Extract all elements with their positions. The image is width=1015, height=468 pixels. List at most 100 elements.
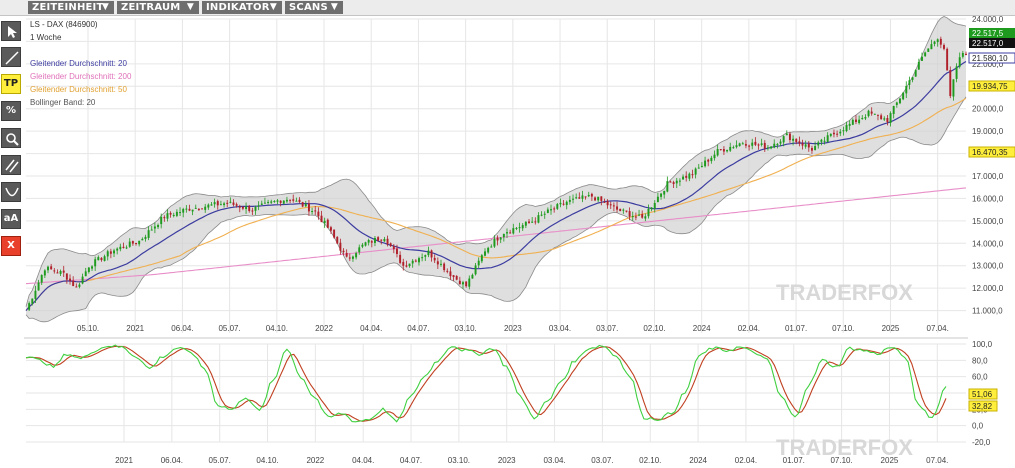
price-tick-label: 22.000,0 bbox=[972, 60, 1004, 69]
candle-body bbox=[562, 203, 565, 205]
candle-body bbox=[263, 202, 266, 204]
ma50-line bbox=[25, 97, 967, 311]
candle-body bbox=[317, 211, 320, 217]
menu-zeitraum[interactable]: ZEITRAUM ▼ bbox=[117, 1, 199, 14]
candle-body bbox=[729, 146, 732, 151]
candle-body bbox=[886, 117, 889, 123]
candle-body bbox=[851, 119, 854, 125]
time-tick-label: 02.10. bbox=[643, 324, 665, 333]
curve-tool-button[interactable] bbox=[1, 182, 21, 202]
line-tool-button[interactable] bbox=[1, 47, 21, 67]
candle-body bbox=[342, 250, 345, 253]
stoch-d-tag-bg bbox=[968, 400, 998, 412]
ma50-tag: 19.934,75 bbox=[972, 82, 1008, 91]
price-tick-label: 11.000,0 bbox=[972, 307, 1003, 316]
candle-body bbox=[69, 278, 71, 281]
legend-ma20[interactable]: Gleitender Durchschnitt: 20 bbox=[30, 59, 127, 68]
stoch-tick-label: -20,0 bbox=[972, 438, 991, 447]
candle-body bbox=[924, 52, 927, 57]
candle-body bbox=[201, 208, 204, 210]
time-tick-label: 06.04. bbox=[171, 324, 193, 333]
candle-body bbox=[182, 208, 185, 213]
candle-body bbox=[965, 53, 967, 56]
candle-body bbox=[323, 220, 326, 224]
candle-body bbox=[455, 275, 458, 280]
candle-body bbox=[682, 176, 685, 180]
candle-body bbox=[603, 201, 606, 203]
candle-body bbox=[285, 199, 288, 202]
candle-body bbox=[103, 256, 106, 261]
time-axis: 05.10. 2021 06.04. 05.07. 04.10. 2022 04.04. 04… bbox=[77, 324, 949, 333]
candle-body bbox=[169, 212, 172, 215]
candle-body bbox=[634, 216, 637, 218]
candle-body bbox=[418, 258, 420, 263]
candle-body bbox=[930, 44, 933, 50]
percent-tool-button[interactable]: % bbox=[1, 101, 21, 121]
candle-body bbox=[207, 204, 210, 208]
candle-body bbox=[612, 205, 615, 207]
candle-body bbox=[719, 149, 722, 151]
candle-body bbox=[408, 263, 411, 267]
legend-ma50[interactable]: Gleitender Durchschnitt: 50 bbox=[30, 85, 127, 94]
top-menu-bar: ZEITEINHEIT ▼ ZEITRAUM ▼ INDIKATOR ▼ SCANS ▼ bbox=[0, 0, 1015, 16]
candle-body bbox=[40, 275, 43, 283]
tp-tool-button[interactable]: TP bbox=[1, 74, 21, 94]
high-tag-bg bbox=[969, 28, 1015, 38]
candle-body bbox=[43, 270, 46, 276]
candle-body bbox=[757, 144, 760, 146]
price-tick-label: 13.000,0 bbox=[972, 262, 1004, 271]
time-tick-label: 04.04. bbox=[360, 324, 382, 333]
text-tool-button[interactable]: aA bbox=[1, 209, 21, 229]
candle-body bbox=[575, 197, 578, 199]
chevron-down-icon: ▼ bbox=[330, 2, 338, 12]
candle-body bbox=[28, 303, 31, 310]
candle-body bbox=[628, 211, 631, 217]
time-tick-label: 2024 bbox=[693, 324, 711, 333]
candle-body bbox=[241, 206, 244, 209]
delete-tool-button[interactable]: X bbox=[1, 236, 21, 256]
candle-body bbox=[367, 240, 370, 243]
parallel-lines-tool-button[interactable] bbox=[1, 155, 21, 175]
time-tick-label: 04.10. bbox=[266, 324, 288, 333]
candle-body bbox=[276, 200, 279, 202]
candle-body bbox=[289, 199, 292, 201]
stoch-tick-label: 80,0 bbox=[972, 356, 988, 365]
parallel-lines-icon bbox=[5, 159, 19, 173]
drawing-toolbar: TP % aA X bbox=[0, 18, 22, 263]
time-tick-label: 01.07. bbox=[785, 324, 807, 333]
zoom-tool-button[interactable] bbox=[1, 128, 21, 148]
candle-body bbox=[663, 190, 666, 195]
candle-body bbox=[87, 267, 90, 272]
menu-zeiteinheit[interactable]: ZEITEINHEIT ▼ bbox=[28, 1, 114, 14]
candle-body bbox=[50, 266, 53, 270]
candle-body bbox=[829, 133, 832, 136]
legend-bollinger[interactable]: Bollinger Band: 20 bbox=[30, 98, 96, 107]
candle-body bbox=[204, 206, 207, 210]
candle-body bbox=[587, 194, 590, 197]
legend-timeframe: 1 Woche bbox=[30, 33, 62, 42]
legend-ma200[interactable]: Gleitender Durchschnitt: 200 bbox=[30, 72, 132, 81]
stochastic-k-line bbox=[25, 344, 947, 423]
candle-body bbox=[238, 206, 241, 208]
candle-body bbox=[704, 160, 707, 167]
candle-body bbox=[584, 196, 587, 198]
candle-body bbox=[147, 230, 150, 238]
candle-body bbox=[867, 110, 870, 117]
candle-body bbox=[301, 202, 304, 207]
candle-body bbox=[509, 232, 512, 234]
cursor-tool-button[interactable] bbox=[1, 21, 21, 41]
candle-body bbox=[414, 260, 417, 262]
time-tick-label: 04.07. bbox=[407, 324, 429, 333]
candle-body bbox=[864, 117, 867, 119]
menu-scans[interactable]: SCANS ▼ bbox=[285, 1, 343, 14]
stoch-time-tick-label: 07.04. bbox=[926, 456, 948, 465]
candle-body bbox=[477, 260, 480, 266]
stoch-time-tick-label: 06.04. bbox=[161, 456, 183, 465]
candle-body bbox=[722, 149, 725, 152]
candle-body bbox=[34, 290, 37, 299]
candle-body bbox=[776, 143, 779, 145]
menu-indikator[interactable]: INDIKATOR ▼ bbox=[202, 1, 282, 14]
candle-body bbox=[373, 237, 376, 243]
candle-body bbox=[631, 216, 634, 218]
